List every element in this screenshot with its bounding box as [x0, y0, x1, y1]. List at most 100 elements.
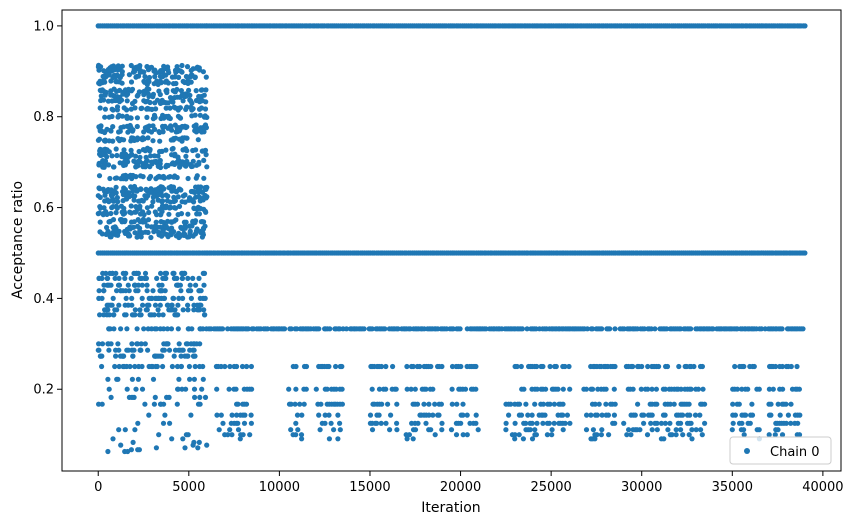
data-point: [132, 198, 137, 203]
data-point: [188, 413, 193, 418]
data-point: [749, 402, 754, 407]
data-point: [768, 413, 773, 418]
data-point: [157, 149, 162, 154]
data-point: [191, 354, 196, 359]
data-point: [137, 312, 142, 317]
data-point: [109, 234, 114, 239]
data-point: [160, 364, 165, 369]
data-point: [152, 74, 157, 79]
data-point: [597, 402, 602, 407]
data-point: [567, 387, 572, 392]
data-point: [331, 427, 336, 432]
data-point: [550, 427, 555, 432]
data-point: [196, 137, 201, 142]
data-point: [135, 115, 140, 120]
data-point: [534, 421, 539, 426]
data-point: [220, 421, 225, 426]
data-point: [439, 427, 444, 432]
data-point: [449, 427, 454, 432]
data-point: [194, 163, 199, 168]
data-point: [757, 387, 762, 392]
data-point: [612, 413, 617, 418]
data-point: [114, 153, 119, 158]
legend-marker: [744, 448, 750, 454]
data-point: [186, 176, 191, 181]
data-point: [730, 427, 735, 432]
data-point: [176, 377, 181, 382]
data-point: [105, 377, 110, 382]
data-point: [687, 402, 692, 407]
data-point: [146, 326, 151, 331]
data-point: [645, 432, 650, 437]
data-point: [103, 107, 108, 112]
data-point: [175, 402, 180, 407]
data-point: [171, 137, 176, 142]
data-point: [147, 148, 152, 153]
data-point: [592, 436, 597, 441]
data-point: [127, 364, 132, 369]
data-point: [158, 79, 163, 84]
data-point: [160, 100, 165, 105]
data-point: [730, 402, 735, 407]
data-point: [98, 105, 103, 110]
data-point: [129, 107, 134, 112]
data-point: [125, 98, 130, 103]
data-point: [421, 402, 426, 407]
data-point: [362, 326, 367, 331]
x-tick-label: 20000: [440, 480, 481, 495]
data-point: [158, 271, 163, 276]
data-point: [156, 307, 161, 312]
data-point: [185, 276, 190, 281]
data-point: [186, 80, 191, 85]
data-point: [124, 93, 129, 98]
data-point: [778, 413, 783, 418]
data-point: [146, 413, 151, 418]
data-point: [621, 421, 626, 426]
data-point: [102, 115, 107, 120]
data-point: [339, 364, 344, 369]
data-point: [584, 387, 589, 392]
data-point: [162, 413, 167, 418]
data-point: [302, 402, 307, 407]
data-point: [129, 341, 134, 346]
data-point: [654, 387, 659, 392]
data-point: [244, 364, 249, 369]
data-point: [169, 326, 174, 331]
data-point: [176, 387, 181, 392]
data-point: [124, 348, 129, 353]
data-point: [149, 107, 154, 112]
data-point: [171, 88, 176, 93]
data-point: [517, 402, 522, 407]
data-point: [743, 413, 748, 418]
data-point: [107, 312, 112, 317]
data-point: [115, 233, 120, 238]
data-point: [108, 128, 113, 133]
data-point: [189, 73, 194, 78]
data-point: [197, 188, 202, 193]
data-point: [177, 128, 182, 133]
data-point: [757, 427, 762, 432]
data-point: [159, 283, 164, 288]
x-tick-label: 30000: [621, 480, 662, 495]
data-point: [156, 312, 161, 317]
data-point: [385, 402, 390, 407]
data-point: [153, 395, 158, 400]
data-point: [158, 68, 163, 73]
data-point: [413, 387, 418, 392]
data-point: [377, 413, 382, 418]
data-point: [665, 364, 670, 369]
data-point: [394, 387, 399, 392]
data-point: [193, 147, 198, 152]
data-point: [689, 387, 694, 392]
data-point: [185, 64, 190, 69]
data-point: [797, 387, 802, 392]
data-point: [178, 187, 183, 192]
data-point: [204, 152, 209, 157]
data-point: [151, 377, 156, 382]
data-point: [173, 81, 178, 86]
data-point: [182, 162, 187, 167]
data-point: [146, 67, 151, 72]
data-point: [115, 341, 120, 346]
data-point: [752, 364, 757, 369]
data-point: [603, 402, 608, 407]
